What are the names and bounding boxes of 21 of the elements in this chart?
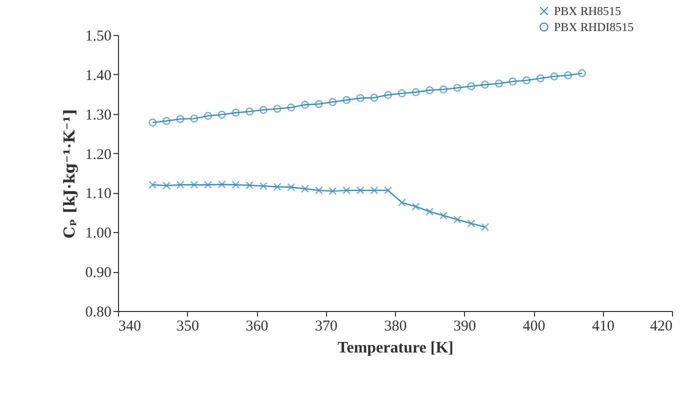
x-tick-label: 360 bbox=[246, 318, 268, 334]
y-tick-label: 1.40 bbox=[85, 68, 112, 84]
x-tick-label: 370 bbox=[315, 318, 338, 334]
legend-label: PBX RHDI8515 bbox=[554, 20, 634, 34]
y-tick-label: 1.00 bbox=[85, 226, 112, 242]
x-tick-label: 400 bbox=[522, 318, 546, 334]
y-tick-label: 1.10 bbox=[85, 186, 112, 202]
y-tick-label: 0.80 bbox=[85, 304, 112, 320]
x-tick-label: 350 bbox=[176, 318, 199, 334]
x-tick-label: 380 bbox=[384, 318, 407, 334]
x-tick-label: 390 bbox=[454, 318, 476, 334]
y-tick-label: 1.20 bbox=[85, 146, 112, 163]
x-tick-label: 340 bbox=[118, 318, 141, 334]
y-tick-label: 0.90 bbox=[85, 265, 112, 282]
y-axis-title: Cₚ [kJ·kg⁻¹·K⁻¹] bbox=[60, 108, 78, 238]
y-tick-label: 1.30 bbox=[85, 107, 112, 124]
y-tick-label: 1.50 bbox=[85, 28, 112, 44]
x-tick-label: 420 bbox=[650, 318, 672, 334]
x-tick-label: 410 bbox=[592, 318, 614, 334]
legend-label: PBX RH8515 bbox=[554, 4, 622, 18]
x-axis-title: Temperature [K] bbox=[338, 340, 454, 356]
